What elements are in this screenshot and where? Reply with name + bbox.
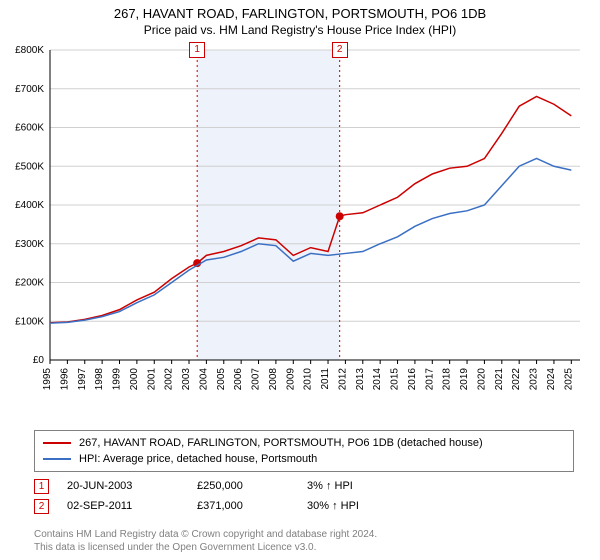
sale-pct-2: 30% ↑ HPI — [307, 500, 407, 512]
svg-text:2008: 2008 — [268, 368, 279, 391]
footer-line-1: Contains HM Land Registry data © Crown c… — [34, 528, 377, 541]
title-line-2: Price paid vs. HM Land Registry's House … — [0, 23, 600, 37]
sale-marker-2: 2 — [332, 42, 348, 58]
svg-text:2025: 2025 — [563, 368, 574, 391]
sale-date-2: 02-SEP-2011 — [67, 500, 197, 512]
chart-area: £0 £100K £200K £300K £400K £500K £600K £700K £80… — [0, 42, 600, 420]
legend-label-1: 267, HAVANT ROAD, FARLINGTON, PORTSMOUTH… — [79, 437, 483, 449]
svg-text:£600K: £600K — [15, 123, 44, 134]
svg-text:£0: £0 — [33, 355, 45, 366]
svg-text:2016: 2016 — [407, 368, 418, 391]
legend-item-1: 267, HAVANT ROAD, FARLINGTON, PORTSMOUTH… — [43, 435, 565, 451]
chart-svg: £0 £100K £200K £300K £400K £500K £600K £700K £80… — [0, 42, 600, 420]
svg-text:2017: 2017 — [424, 368, 435, 391]
svg-text:2010: 2010 — [303, 368, 314, 391]
chart-title-block: 267, HAVANT ROAD, FARLINGTON, PORTSMOUTH… — [0, 0, 600, 37]
svg-text:2013: 2013 — [355, 368, 366, 391]
sales-block: 1 20-JUN-2003 £250,000 3% ↑ HPI 2 02-SEP… — [34, 476, 407, 516]
svg-text:£400K: £400K — [15, 200, 44, 211]
sale-price-1: £250,000 — [197, 480, 307, 492]
footer-attribution: Contains HM Land Registry data © Crown c… — [34, 528, 377, 554]
sale-num-2: 2 — [34, 499, 49, 514]
legend-label-2: HPI: Average price, detached house, Port… — [79, 453, 317, 465]
sale-num-1: 1 — [34, 479, 49, 494]
sale-pct-1: 3% ↑ HPI — [307, 480, 407, 492]
legend-swatch-2 — [43, 458, 71, 460]
svg-text:£300K: £300K — [15, 239, 44, 250]
svg-text:2007: 2007 — [251, 368, 262, 391]
svg-text:2012: 2012 — [337, 368, 348, 391]
legend-item-2: HPI: Average price, detached house, Port… — [43, 451, 565, 467]
title-line-1: 267, HAVANT ROAD, FARLINGTON, PORTSMOUTH… — [0, 6, 600, 21]
svg-text:2021: 2021 — [494, 368, 505, 391]
svg-text:£500K: £500K — [15, 161, 44, 172]
svg-text:2000: 2000 — [129, 368, 140, 391]
svg-text:1995: 1995 — [42, 368, 53, 391]
sale-price-2: £371,000 — [197, 500, 307, 512]
svg-text:1997: 1997 — [77, 368, 88, 391]
sale-marker-1: 1 — [189, 42, 205, 58]
legend-box: 267, HAVANT ROAD, FARLINGTON, PORTSMOUTH… — [34, 430, 574, 472]
svg-text:1998: 1998 — [94, 368, 105, 391]
sale-row-2: 2 02-SEP-2011 £371,000 30% ↑ HPI — [34, 496, 407, 516]
sale-row-1: 1 20-JUN-2003 £250,000 3% ↑ HPI — [34, 476, 407, 496]
legend-swatch-1 — [43, 442, 71, 444]
svg-text:2015: 2015 — [390, 368, 401, 391]
svg-text:2020: 2020 — [476, 368, 487, 391]
svg-text:£100K: £100K — [15, 316, 44, 327]
footer-line-2: This data is licensed under the Open Gov… — [34, 541, 377, 554]
svg-text:1999: 1999 — [112, 368, 123, 391]
svg-text:£200K: £200K — [15, 278, 44, 289]
svg-text:£700K: £700K — [15, 84, 44, 95]
svg-text:2011: 2011 — [320, 368, 331, 390]
svg-text:2014: 2014 — [372, 368, 383, 391]
svg-text:2006: 2006 — [233, 368, 244, 391]
svg-text:2022: 2022 — [511, 368, 522, 391]
svg-text:2004: 2004 — [198, 368, 209, 391]
svg-text:2018: 2018 — [442, 368, 453, 391]
svg-text:2002: 2002 — [164, 368, 175, 391]
svg-text:1996: 1996 — [59, 368, 70, 391]
svg-text:2009: 2009 — [285, 368, 296, 391]
svg-text:2001: 2001 — [146, 368, 157, 391]
svg-text:2019: 2019 — [459, 368, 470, 391]
sale-date-1: 20-JUN-2003 — [67, 480, 197, 492]
svg-text:2024: 2024 — [546, 368, 557, 391]
svg-text:2003: 2003 — [181, 368, 192, 391]
svg-text:2023: 2023 — [529, 368, 540, 391]
svg-text:2005: 2005 — [216, 368, 227, 391]
svg-text:£800K: £800K — [15, 45, 44, 56]
